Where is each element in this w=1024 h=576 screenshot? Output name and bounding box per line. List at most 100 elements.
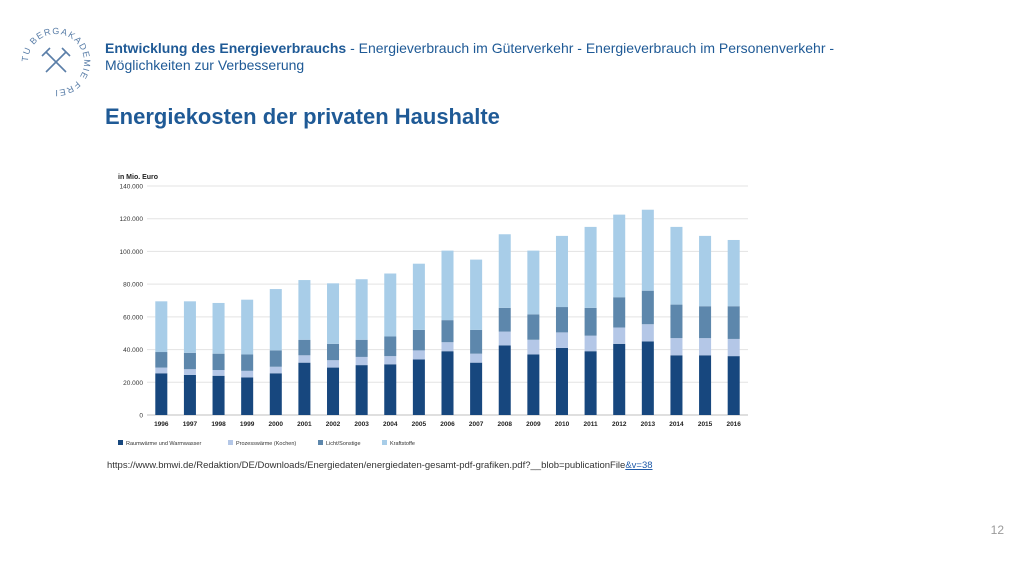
bar-segment: [241, 370, 254, 378]
x-tick-label: 2000: [269, 421, 284, 428]
bar-segment: [498, 234, 511, 308]
bar-segment: [727, 338, 740, 357]
legend-label: Licht/Sonstige: [326, 441, 361, 447]
bar-segment: [155, 373, 168, 415]
course-header: Entwicklung des Energieverbrauchs - Ener…: [105, 40, 865, 74]
bar-segment: [327, 367, 340, 415]
x-tick-label: 2012: [612, 421, 627, 428]
bar-segment: [641, 290, 654, 325]
bar-segment: [412, 263, 425, 330]
x-tick-label: 1996: [154, 421, 169, 428]
bar-segment: [670, 338, 683, 356]
bar-segment: [498, 345, 511, 415]
bar-segment: [670, 304, 683, 339]
y-tick-label: 40.000: [123, 347, 143, 354]
y-tick-label: 20.000: [123, 380, 143, 387]
bar-segment: [241, 354, 254, 371]
bar-segment: [613, 327, 626, 344]
energy-cost-chart: in Mio. Euro 0 20.000 40.000 60.000 80.000 10…: [118, 174, 748, 447]
legend-swatch: [382, 440, 387, 445]
bar-segment: [584, 226, 597, 308]
bar-segment: [298, 280, 311, 340]
university-seal-logo: TU BERGAKADEMIE FREIBERG: [16, 22, 91, 98]
bar-segment: [470, 259, 483, 330]
bar-segment: [298, 362, 311, 415]
y-tick-label: 100.000: [120, 249, 144, 256]
bar-segment: [355, 356, 368, 366]
legend-label: Prozesswärme (Kochen): [236, 441, 296, 447]
bar-segment: [155, 301, 168, 353]
bar-segment: [584, 351, 597, 415]
x-tick-label: 2010: [555, 421, 570, 428]
bar-segment: [641, 341, 654, 415]
x-tick-label: 2013: [641, 421, 656, 428]
bar-segment: [699, 355, 712, 415]
bar-segment: [241, 377, 254, 415]
legend-swatch: [228, 440, 233, 445]
bar-segment: [327, 360, 340, 368]
legend-label: Raumwärme und Warmwasser: [126, 441, 201, 447]
y-tick-label: 140.000: [120, 184, 144, 191]
bar-segment: [527, 250, 540, 315]
x-tick-label: 2002: [326, 421, 341, 428]
bar-segment: [212, 375, 225, 415]
bar-segment: [441, 342, 454, 352]
bar-segment: [613, 343, 626, 415]
bar-segment: [555, 307, 568, 333]
bar-segment: [584, 307, 597, 336]
bar-segment: [155, 367, 168, 374]
bar-segment: [212, 353, 225, 371]
bar-segment: [384, 364, 397, 415]
bar-segment: [212, 302, 225, 354]
bar-segment: [670, 226, 683, 305]
bar-segment: [699, 235, 712, 307]
bar-segment: [470, 353, 483, 363]
bar-segment: [384, 356, 397, 365]
hammer-pick-icon: [41, 47, 71, 73]
y-tick-label: 60.000: [123, 314, 143, 321]
bar-segment: [527, 339, 540, 355]
x-tick-label: 2015: [698, 421, 713, 428]
bar-segment: [298, 355, 311, 363]
bar-segment: [384, 336, 397, 357]
source-link[interactable]: &v=38: [625, 460, 653, 471]
legend-swatch: [318, 440, 323, 445]
bar-segment: [641, 209, 654, 291]
bar-segment: [183, 352, 196, 370]
bar-segment: [441, 351, 454, 415]
bar-segment: [527, 354, 540, 415]
source-reference: https://www.bmwi.de/Redaktion/DE/Downloa…: [107, 460, 653, 471]
y-tick-label: 120.000: [120, 216, 144, 223]
slide-title: Energiekosten der privaten Haushalte: [105, 104, 500, 129]
x-tick-label: 2005: [412, 421, 427, 428]
bar-segment: [441, 250, 454, 321]
bar-segment: [498, 307, 511, 332]
x-tick-label: 2007: [469, 421, 484, 428]
bar-segment: [183, 301, 196, 353]
header-title-bold: Entwicklung des Energieverbrauchs: [105, 40, 347, 56]
x-tick-label: 2016: [726, 421, 741, 428]
bar-segment: [727, 306, 740, 339]
bar-segment: [355, 339, 368, 357]
x-tick-label: 2003: [354, 421, 369, 428]
header-title-rest: - Energieverbrauch im Güterverkehr - Ene…: [105, 40, 835, 73]
x-tick-label: 1999: [240, 421, 255, 428]
bar-segment: [441, 320, 454, 343]
bar-segment: [155, 352, 168, 368]
legend-label: Kraftstoffe: [390, 441, 415, 447]
bar-segment: [183, 374, 196, 415]
bar-segment: [555, 347, 568, 415]
bar-segment: [727, 239, 740, 307]
bar-segment: [269, 373, 282, 415]
x-tick-label: 2006: [440, 421, 455, 428]
bar-segment: [527, 314, 540, 340]
unit-label: in Mio. Euro: [118, 174, 158, 181]
bar-segment: [355, 279, 368, 340]
bar-segment: [470, 362, 483, 415]
bar-segment: [327, 283, 340, 344]
bar-segment: [384, 273, 397, 337]
y-tick-label: 80.000: [123, 282, 143, 289]
bar-segment: [269, 366, 282, 374]
bar-segment: [699, 338, 712, 356]
x-tick-label: 2009: [526, 421, 541, 428]
